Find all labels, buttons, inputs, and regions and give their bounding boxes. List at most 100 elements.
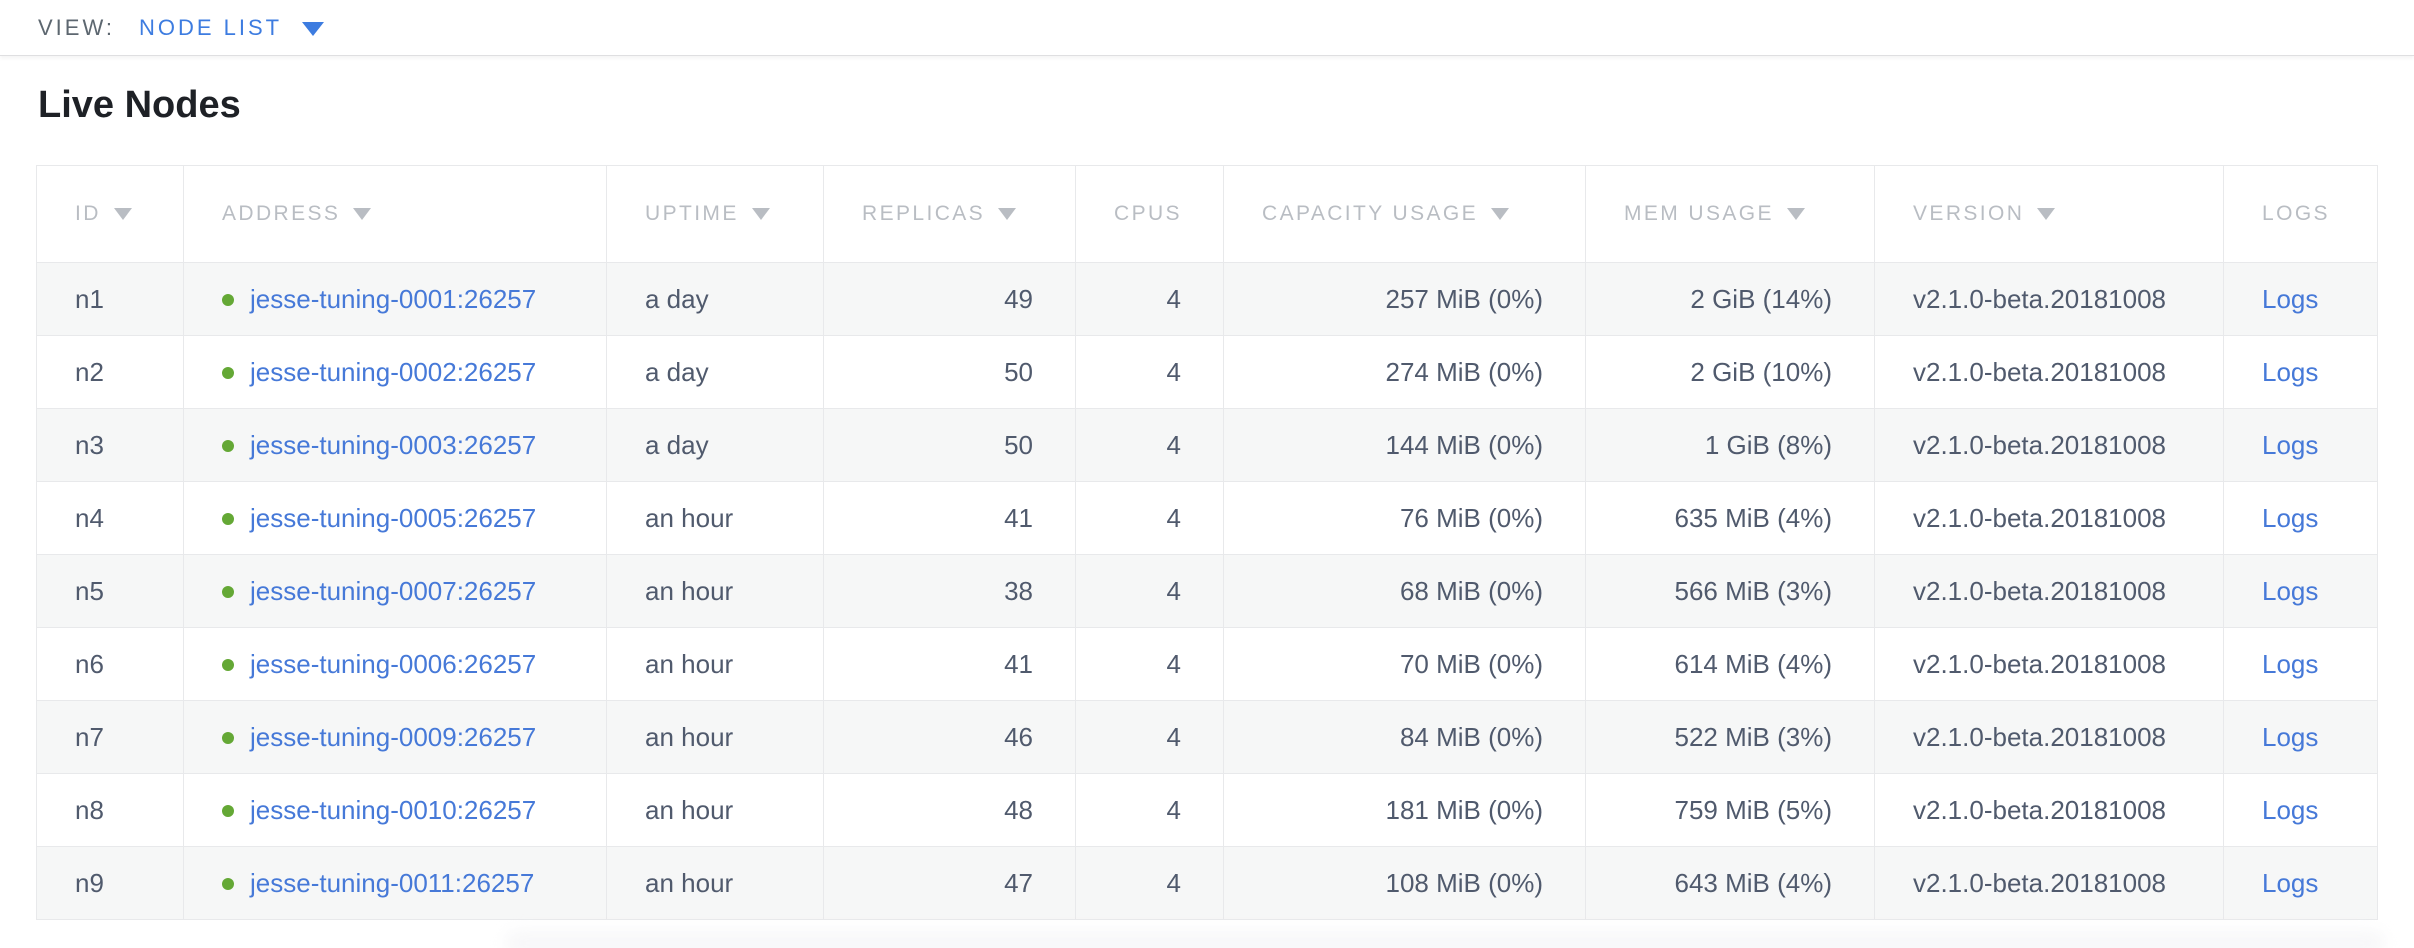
node-id-cell: n6 [36, 627, 184, 701]
node-address-link[interactable]: jesse-tuning-0011:26257 [250, 867, 535, 898]
node-address-cell: jesse-tuning-0003:26257 [183, 408, 607, 482]
node-replicas-cell: 50 [823, 408, 1076, 482]
column-header-label: VERSION [1913, 202, 2025, 225]
node-replicas-cell: 48 [823, 773, 1076, 847]
node-live-status-icon [222, 804, 234, 817]
table-row: n5 jesse-tuning-0007:26257 an hour 38 4 … [36, 554, 2378, 628]
node-address-link[interactable]: jesse-tuning-0003:26257 [250, 429, 537, 460]
logs-link[interactable]: Logs [2262, 648, 2319, 679]
node-id-cell: n4 [36, 481, 184, 555]
node-address-cell: jesse-tuning-0011:26257 [183, 846, 607, 920]
sort-desc-icon [1786, 208, 1805, 220]
node-address-link[interactable]: jesse-tuning-0001:26257 [250, 283, 537, 314]
node-cpus-cell: 4 [1075, 408, 1224, 482]
next-section-shadow [505, 930, 2385, 948]
node-version-cell: v2.1.0-beta.20181008 [1874, 627, 2224, 701]
table-row: n9 jesse-tuning-0011:26257 an hour 47 4 … [36, 846, 2378, 920]
node-uptime-cell: an hour [606, 700, 824, 774]
node-logs-cell: Logs [2223, 627, 2378, 701]
column-header-mem-usage[interactable]: MEM USAGE [1585, 165, 1875, 263]
node-uptime-cell: a day [606, 335, 824, 409]
live-nodes-section: ID ADDRESS UPTIME REPLICAS CPUS CAPACITY… [36, 165, 2414, 920]
logs-link[interactable]: Logs [2262, 794, 2319, 825]
node-live-status-icon [222, 585, 234, 598]
table-row: n2 jesse-tuning-0002:26257 a day 50 4 27… [36, 335, 2378, 409]
sort-desc-icon [1491, 208, 1510, 220]
node-live-status-icon [222, 366, 234, 379]
node-mem-usage-cell: 614 MiB (4%) [1585, 627, 1875, 701]
node-address-link[interactable]: jesse-tuning-0010:26257 [250, 794, 537, 825]
column-header-id[interactable]: ID [36, 165, 184, 263]
column-header-label: UPTIME [645, 202, 739, 225]
node-logs-cell: Logs [2223, 554, 2378, 628]
live-nodes-table: ID ADDRESS UPTIME REPLICAS CPUS CAPACITY… [36, 165, 2378, 920]
node-cpus-cell: 4 [1075, 773, 1224, 847]
node-version-cell: v2.1.0-beta.20181008 [1874, 335, 2224, 409]
node-live-status-icon [222, 439, 234, 452]
node-live-status-icon [222, 877, 234, 890]
node-capacity-usage-cell: 181 MiB (0%) [1223, 773, 1586, 847]
logs-link[interactable]: Logs [2262, 502, 2319, 533]
sort-desc-icon [113, 208, 132, 220]
node-cpus-cell: 4 [1075, 627, 1224, 701]
node-logs-cell: Logs [2223, 262, 2378, 336]
column-header-uptime[interactable]: UPTIME [606, 165, 824, 263]
node-mem-usage-cell: 522 MiB (3%) [1585, 700, 1875, 774]
node-mem-usage-cell: 566 MiB (3%) [1585, 554, 1875, 628]
node-id-cell: n1 [36, 262, 184, 336]
node-capacity-usage-cell: 68 MiB (0%) [1223, 554, 1586, 628]
logs-link[interactable]: Logs [2262, 429, 2319, 460]
node-address-link[interactable]: jesse-tuning-0002:26257 [250, 356, 537, 387]
node-capacity-usage-cell: 84 MiB (0%) [1223, 700, 1586, 774]
column-header-label: ID [75, 202, 101, 225]
node-live-status-icon [222, 658, 234, 671]
view-selector-bar: VIEW: NODE LIST [0, 0, 2414, 56]
node-id-cell: n7 [36, 700, 184, 774]
view-dropdown[interactable]: NODE LIST [139, 15, 325, 41]
logs-link[interactable]: Logs [2262, 283, 2319, 314]
node-address-cell: jesse-tuning-0007:26257 [183, 554, 607, 628]
node-address-link[interactable]: jesse-tuning-0006:26257 [250, 648, 537, 679]
column-header-replicas[interactable]: REPLICAS [823, 165, 1076, 263]
node-address-link[interactable]: jesse-tuning-0009:26257 [250, 721, 537, 752]
node-capacity-usage-cell: 257 MiB (0%) [1223, 262, 1586, 336]
node-cpus-cell: 4 [1075, 700, 1224, 774]
node-cpus-cell: 4 [1075, 481, 1224, 555]
column-header-label: MEM USAGE [1624, 202, 1774, 225]
node-replicas-cell: 38 [823, 554, 1076, 628]
node-uptime-cell: an hour [606, 554, 824, 628]
logs-link[interactable]: Logs [2262, 356, 2319, 387]
node-uptime-cell: an hour [606, 773, 824, 847]
column-header-capacity-usage[interactable]: CAPACITY USAGE [1223, 165, 1586, 263]
column-header-label: REPLICAS [862, 202, 986, 225]
node-uptime-cell: an hour [606, 846, 824, 920]
node-uptime-cell: a day [606, 262, 824, 336]
node-live-status-icon [222, 293, 234, 306]
node-table-body: n1 jesse-tuning-0001:26257 a day 49 4 25… [36, 262, 2378, 920]
node-address-cell: jesse-tuning-0005:26257 [183, 481, 607, 555]
logs-link[interactable]: Logs [2262, 721, 2319, 752]
column-header-version[interactable]: VERSION [1874, 165, 2224, 263]
caret-down-icon [302, 21, 325, 36]
node-mem-usage-cell: 2 GiB (14%) [1585, 262, 1875, 336]
sort-desc-icon [2037, 208, 2056, 220]
node-mem-usage-cell: 635 MiB (4%) [1585, 481, 1875, 555]
node-address-cell: jesse-tuning-0001:26257 [183, 262, 607, 336]
sort-desc-icon [998, 208, 1017, 220]
node-mem-usage-cell: 643 MiB (4%) [1585, 846, 1875, 920]
node-address-link[interactable]: jesse-tuning-0007:26257 [250, 575, 537, 606]
column-header-label: LOGS [2262, 202, 2330, 225]
logs-link[interactable]: Logs [2262, 867, 2319, 898]
sort-desc-icon [751, 208, 770, 220]
page-title: Live Nodes [38, 84, 241, 126]
table-header-row: ID ADDRESS UPTIME REPLICAS CPUS CAPACITY… [36, 165, 2378, 263]
node-id-cell: n5 [36, 554, 184, 628]
logs-link[interactable]: Logs [2262, 575, 2319, 606]
node-uptime-cell: a day [606, 408, 824, 482]
node-mem-usage-cell: 1 GiB (8%) [1585, 408, 1875, 482]
node-id-cell: n9 [36, 846, 184, 920]
column-header-address[interactable]: ADDRESS [183, 165, 607, 263]
node-address-link[interactable]: jesse-tuning-0005:26257 [250, 502, 537, 533]
node-capacity-usage-cell: 70 MiB (0%) [1223, 627, 1586, 701]
node-live-status-icon [222, 512, 234, 525]
